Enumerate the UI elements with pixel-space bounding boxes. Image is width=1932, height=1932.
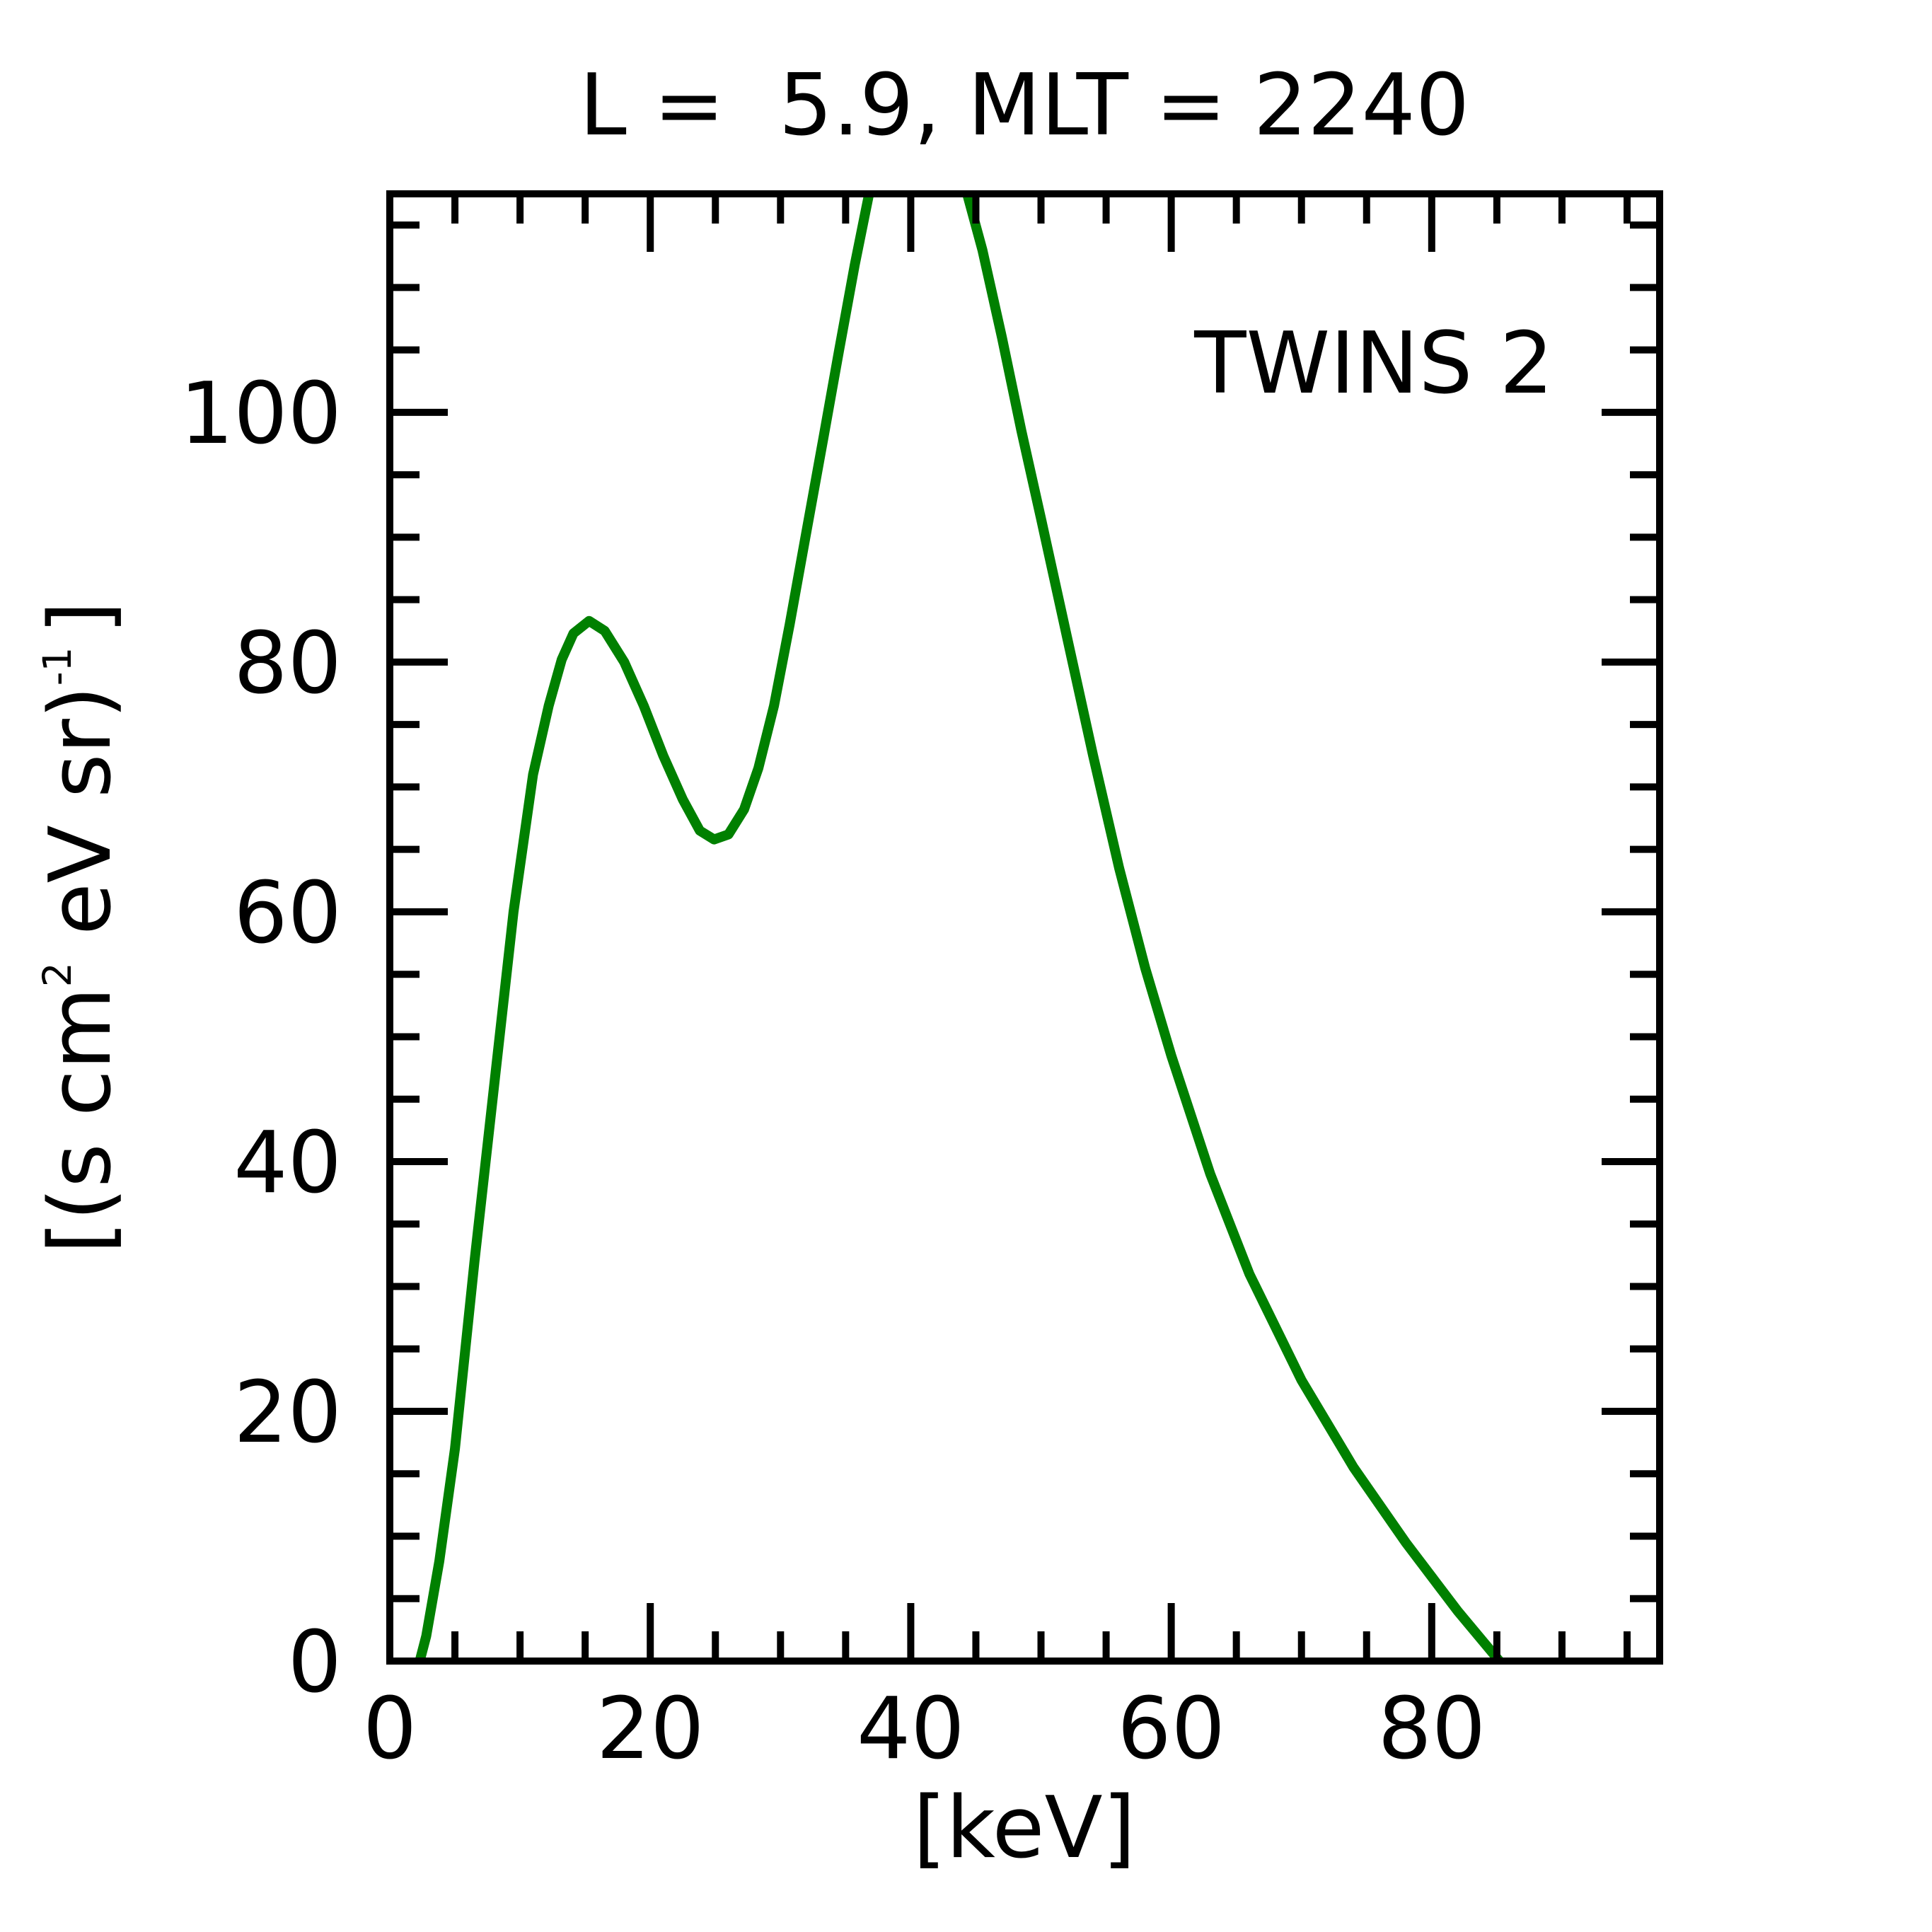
y-tick-label: 40 (233, 1114, 342, 1213)
y-axis-label: [(s cm2 eV sr)-1] (32, 601, 130, 1254)
y-tick-label: 80 (233, 615, 342, 713)
x-tick-label: 60 (1117, 1680, 1225, 1778)
x-axis-label: [keV] (913, 1779, 1136, 1878)
x-tick-label: 0 (363, 1680, 417, 1778)
chart-title: L = 5.9, MLT = 2240 (579, 57, 1469, 155)
y-label-close: ] (32, 601, 130, 635)
x-tick-label: 40 (857, 1680, 965, 1778)
y-tick-label: 20 (233, 1364, 342, 1462)
axis-ticks (386, 194, 1660, 1665)
legend-label-twins-2: TWINS 2 (1193, 315, 1554, 413)
series-line-twins-2 (415, 194, 1506, 1661)
x-tick-label: 20 (596, 1680, 705, 1778)
x-tick-labels: 0 20 40 60 80 (363, 1680, 1486, 1778)
y-label-part1: (s cm (32, 987, 130, 1220)
y-tick-labels: 0 20 40 60 80 100 (180, 365, 342, 1712)
y-tick-label: 100 (180, 365, 342, 463)
y-label-open: [ (32, 1221, 130, 1254)
y-tick-label: 60 (233, 864, 342, 963)
y-label-sup1: 2 (35, 962, 80, 987)
plot-frame (386, 190, 1663, 1665)
y-label-sup2: -1 (35, 647, 80, 686)
y-label-part2: eV sr) (32, 686, 130, 962)
y-tick-label: 0 (288, 1614, 342, 1712)
x-tick-label: 80 (1377, 1680, 1486, 1778)
